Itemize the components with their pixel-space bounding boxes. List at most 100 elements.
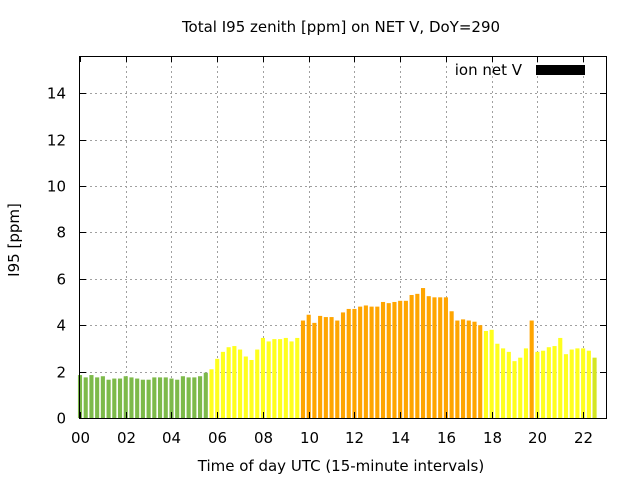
bar: [106, 379, 111, 418]
bar: [135, 378, 140, 418]
x-tick-label: 14: [391, 429, 410, 447]
bar: [175, 379, 180, 418]
bar: [375, 306, 380, 418]
bars: [77, 288, 597, 418]
x-tick-label: 20: [528, 429, 547, 447]
x-tick-label: 02: [117, 429, 136, 447]
bar: [466, 320, 471, 418]
bar: [312, 322, 317, 418]
bar: [89, 375, 94, 418]
bar: [358, 306, 363, 418]
bar: [283, 337, 288, 418]
bar: [461, 319, 466, 418]
bar: [426, 296, 431, 418]
bar: [112, 378, 117, 418]
bar: [306, 314, 311, 418]
bar: [226, 347, 231, 418]
legend: ion net V: [455, 61, 585, 79]
bar: [369, 306, 374, 418]
y-tick-label: 2: [56, 364, 66, 382]
bar: [472, 321, 477, 418]
x-tick-label: 10: [300, 429, 319, 447]
bar: [363, 305, 368, 418]
bar: [415, 293, 420, 418]
y-tick-label: 6: [56, 271, 66, 289]
x-tick-label: 18: [483, 429, 502, 447]
bar: [272, 339, 277, 418]
bar: [563, 354, 569, 418]
bar: [340, 312, 346, 418]
bar: [392, 301, 397, 418]
bar: [495, 343, 500, 418]
y-tick-label: 14: [47, 85, 66, 103]
y-tick-label: 4: [56, 317, 66, 335]
bar: [569, 349, 574, 418]
legend-label: ion net V: [455, 61, 523, 79]
bar: [398, 300, 403, 418]
bar: [432, 297, 437, 418]
bar: [541, 350, 546, 418]
bar: [529, 320, 534, 418]
y-tick-label: 10: [47, 178, 66, 196]
y-axis-label: I95 [ppm]: [5, 203, 23, 277]
bar: [501, 348, 506, 418]
bar: [438, 297, 443, 418]
bar: [289, 341, 294, 418]
x-axis-label: Time of day UTC (15-minute intervals): [197, 457, 484, 475]
bar: [318, 315, 323, 418]
bar: [295, 337, 300, 418]
bar: [238, 349, 243, 418]
bar: [586, 350, 591, 418]
bar: [323, 317, 328, 418]
x-tick-label: 12: [345, 429, 364, 447]
x-tick-label: 04: [162, 429, 181, 447]
bar: [483, 330, 488, 418]
bar: [192, 377, 197, 418]
bar: [169, 378, 174, 418]
bar: [129, 377, 134, 418]
x-tick-label: 16: [437, 429, 456, 447]
bar: [152, 377, 157, 418]
chart-title: Total I95 zenith [ppm] on NET V, DoY=290: [181, 18, 500, 36]
bar: [552, 346, 557, 418]
x-tick-label: 22: [574, 429, 593, 447]
bar: [300, 320, 306, 418]
bar: [512, 361, 517, 418]
bar: [478, 325, 483, 418]
bar: [329, 317, 334, 418]
y-tick-label: 0: [56, 410, 66, 428]
x-tick-label: 08: [254, 429, 273, 447]
bar: [506, 351, 511, 418]
y-tick-label: 12: [47, 132, 66, 150]
bar: [420, 288, 426, 418]
bar: [535, 351, 540, 418]
bar: [558, 337, 563, 418]
bar: [455, 320, 460, 418]
plot-frame: [79, 56, 607, 419]
bar: [157, 377, 163, 418]
bar: [255, 349, 260, 418]
bar: [352, 308, 357, 418]
y-tick-label: 8: [56, 224, 66, 242]
bar: [386, 303, 391, 418]
bar: [140, 379, 145, 418]
x-tick-label: 00: [71, 429, 90, 447]
bar: [449, 311, 454, 418]
bar: [409, 295, 414, 418]
bar: [100, 376, 105, 418]
bar: [146, 379, 151, 418]
bar: [489, 329, 494, 418]
x-tick-label: 06: [208, 429, 227, 447]
bar: [335, 320, 340, 418]
bar: [443, 297, 448, 418]
bar: [518, 357, 523, 418]
bar: [209, 369, 214, 418]
bar: [403, 300, 408, 418]
bar: [581, 348, 586, 418]
bar: [163, 377, 168, 418]
bar: [546, 347, 551, 418]
bar: [575, 348, 580, 418]
bar: [123, 376, 128, 418]
bar: [278, 339, 283, 418]
bar: [523, 348, 529, 418]
